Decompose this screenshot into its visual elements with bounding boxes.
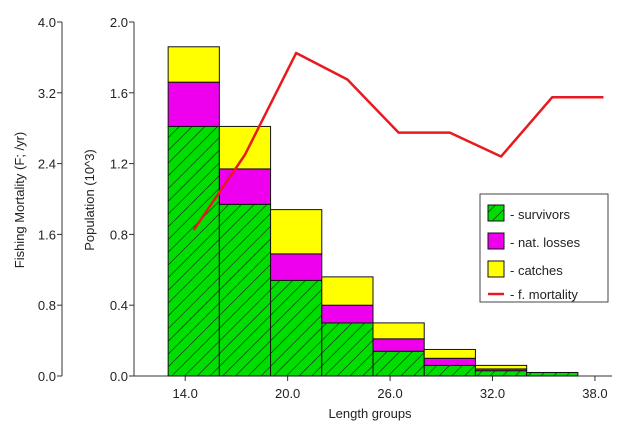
legend-catches-swatch: [487, 260, 505, 278]
y2-tick-label: 1.6: [38, 227, 56, 242]
fishing-mortality-axis: 0.0 0.8 1.6 2.4 3.2 4.0: [38, 15, 63, 384]
x-tick-label: 14.0: [173, 386, 198, 401]
length-axis: 14.0 20.0 26.0 32.0 38.0: [134, 375, 612, 401]
y-tick-label: 0.0: [110, 369, 128, 384]
mortality-line-series: [192, 51, 604, 231]
legend-survivors-swatch: [487, 204, 505, 222]
survivors-bar: [218, 203, 272, 377]
y-tick-label: 1.6: [110, 86, 128, 101]
x-axis-title: Length groups: [328, 406, 412, 421]
population-axis: 0.0 0.4 0.8 1.2 1.6 2.0: [110, 15, 135, 384]
catches-bar: [321, 276, 374, 306]
legend-nat-losses-label: - nat. losses: [510, 235, 581, 250]
y2-tick-label: 3.2: [38, 86, 56, 101]
x-tick-label: 20.0: [275, 386, 300, 401]
nat-losses-bar: [270, 253, 323, 281]
y-axis-title: Population (10^3): [82, 149, 97, 251]
nat-losses-bar: [167, 81, 220, 127]
y-tick-label: 1.2: [110, 157, 128, 172]
y2-tick-label: 0.0: [38, 369, 56, 384]
legend-nat-losses-swatch: [487, 232, 505, 250]
survivors-bar: [270, 279, 323, 377]
nat-losses-bar: [372, 338, 425, 352]
catches-bar: [167, 46, 220, 83]
x-tick-label: 26.0: [377, 386, 402, 401]
y2-tick-label: 4.0: [38, 15, 56, 30]
y-tick-label: 0.4: [110, 298, 128, 313]
legend: - survivors - nat. losses - catches - f. mo…: [479, 193, 609, 303]
nat-losses-bar: [321, 304, 374, 324]
survivors-bar: [526, 371, 579, 377]
catches-bar: [423, 348, 476, 359]
y2-tick-label: 0.8: [38, 298, 56, 313]
legend-survivors-label: - survivors: [510, 207, 570, 222]
x-tick-label: 32.0: [480, 386, 505, 401]
survivors-bar: [167, 125, 220, 377]
legend-mortality-label: - f. mortality: [510, 287, 578, 302]
mortality-line: [192, 51, 604, 231]
y2-tick-label: 2.4: [38, 157, 56, 172]
catches-bar: [372, 322, 425, 340]
y-tick-label: 2.0: [110, 15, 128, 30]
y2-axis-title: Fishing Mortality (F; /yr): [12, 132, 27, 269]
catches-bar: [270, 209, 323, 255]
survivors-bar: [423, 364, 476, 377]
catches-bar: [218, 125, 272, 170]
stacked-bars: [167, 46, 579, 377]
catches-bar: [474, 364, 528, 370]
nat-losses-bar: [423, 357, 476, 366]
nat-losses-bar: [218, 168, 272, 205]
survivors-bar: [321, 322, 374, 377]
x-tick-label: 38.0: [582, 386, 607, 401]
legend-catches-label: - catches: [510, 263, 563, 278]
y-tick-label: 0.8: [110, 227, 128, 242]
survivors-bar: [372, 350, 425, 377]
survivors-bar: [474, 370, 528, 377]
